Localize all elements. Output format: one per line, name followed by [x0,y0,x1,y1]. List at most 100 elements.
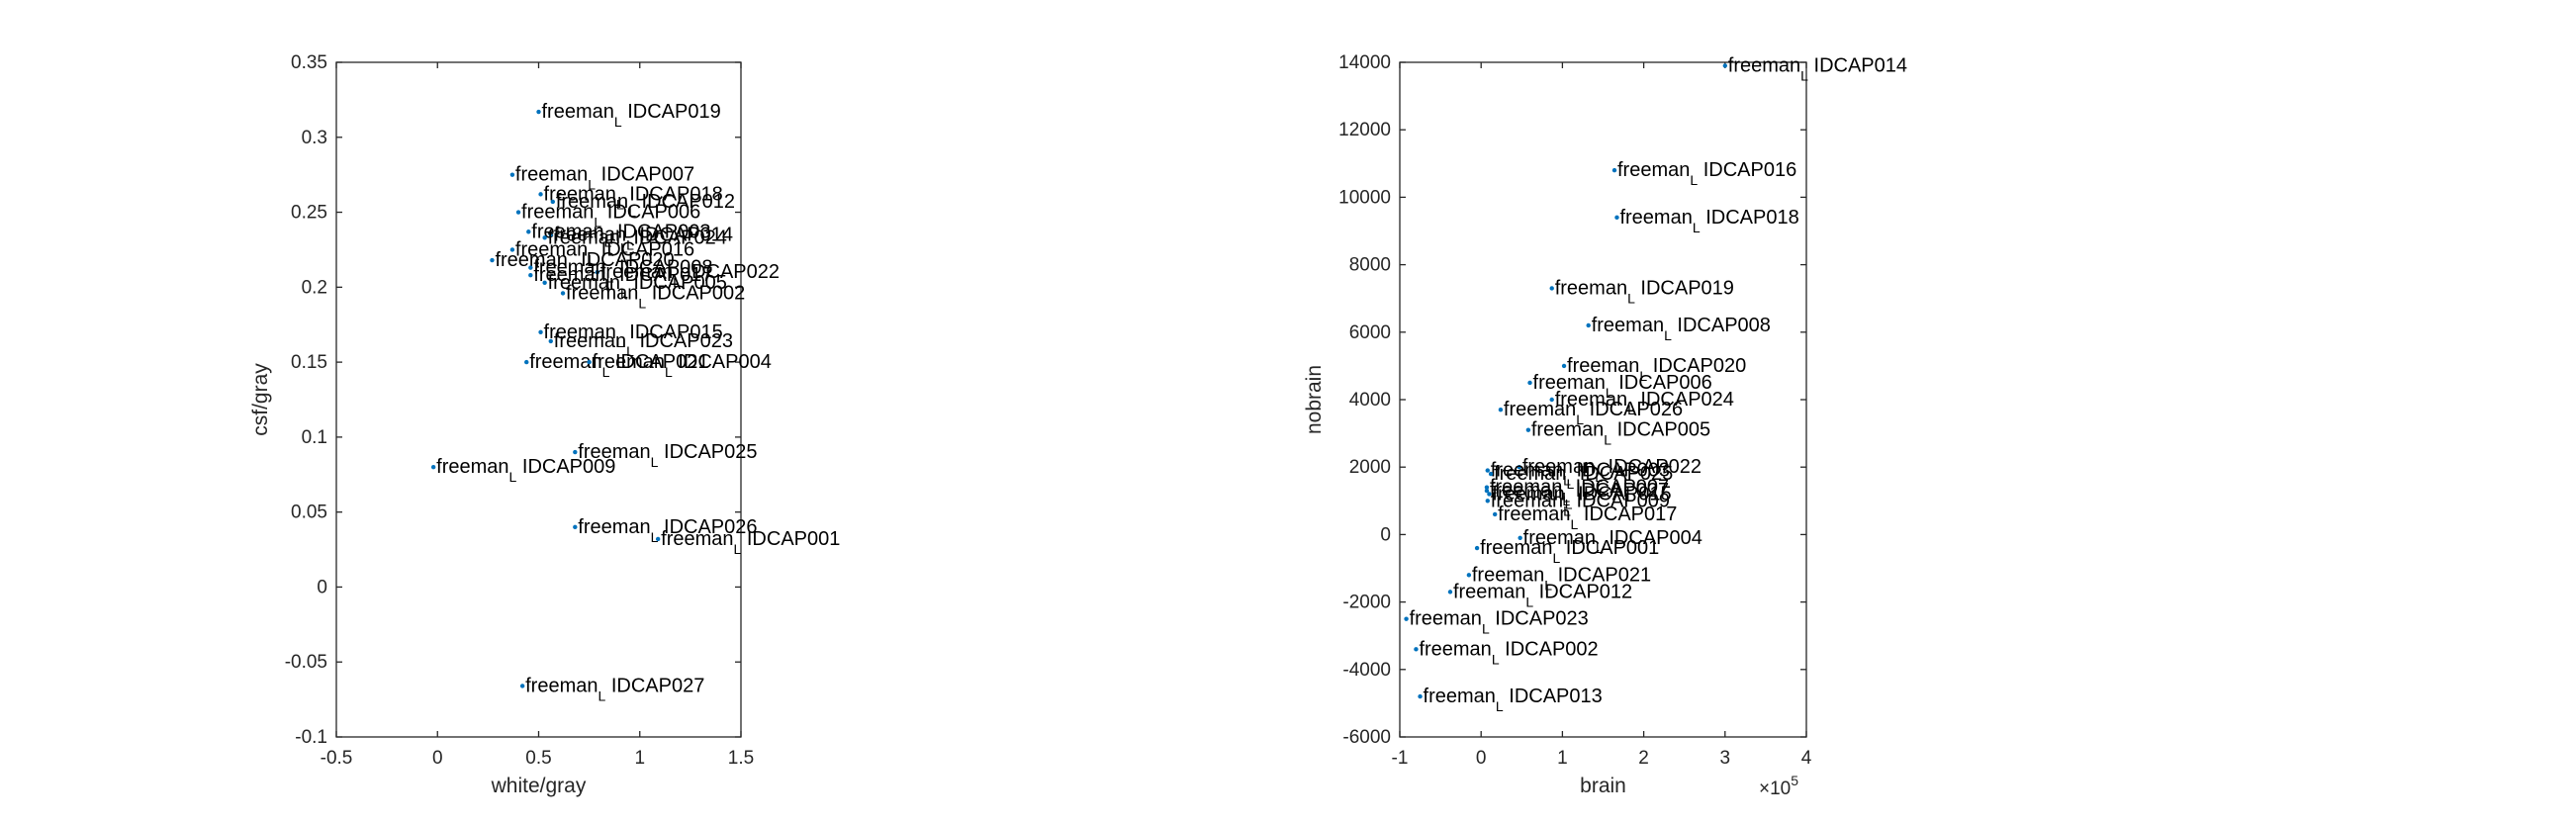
data-point [655,536,661,542]
data-point [548,338,553,344]
y-tick-label: 10000 [1338,187,1391,208]
point-label: freemanL IDCAP002 [566,282,745,311]
y-tick-label: 0 [1380,524,1391,545]
point-label: freemanL IDCAP018 [544,183,723,212]
point-label: freemanL IDCAP007 [1490,477,1669,505]
point-label: freemanL IDCAP023 [554,330,733,359]
point-label: freemanL IDCAP025 [1494,463,1673,492]
x-axis-label: brain [1580,775,1626,797]
data-point [1586,322,1591,328]
point-label: freemanL IDCAP013 [1424,686,1603,714]
data-point [573,449,578,455]
data-point [1561,363,1567,369]
point-label: freemanL IDCAP020 [1567,355,1746,384]
y-tick-label: 12000 [1338,120,1391,140]
x-tick-label: 0 [432,748,443,769]
x-tick-label: 3 [1720,748,1731,769]
point-label: freemanL IDCAP003 [1491,460,1670,489]
point-label: freemanL IDCAP004 [593,351,772,380]
x-tick-label: 2 [1638,748,1649,769]
data-point [542,235,547,240]
point-label: freemanL IDCAP001 [1480,537,1659,566]
point-label: freemanL IDCAP022 [600,261,780,290]
point-label: freemanL IDCAP014 [554,224,733,252]
point-label: freemanL IDCAP020 [495,249,674,278]
data-point [548,232,553,237]
data-point [1474,545,1480,551]
point-label: freemanL IDCAP018 [1619,207,1798,235]
y-tick-label: 0.1 [302,427,327,448]
point-label: freemanL IDCAP027 [1490,480,1669,508]
point-label: freemanL IDCAP009 [436,456,615,485]
data-point [1611,167,1617,173]
x-axis-exponent: ×105 [1759,773,1798,799]
point-label: freemanL IDCAP005 [548,272,727,301]
x-tick-label: 1 [1557,748,1568,769]
point-label: freemanL IDCAP001 [661,528,840,557]
data-point [1447,590,1453,595]
point-label: freemanL IDCAP023 [1410,608,1589,637]
point-label: freemanL IDCAP026 [1504,399,1683,427]
data-point [526,229,531,234]
data-point [1518,535,1522,541]
data-point [1527,380,1532,386]
point-label: freemanL IDCAP019 [542,101,721,130]
point-label: freemanL IDCAP016 [1617,159,1796,188]
y-tick-label: 0.05 [291,503,327,523]
point-label: freemanL IDCAP017 [1498,504,1677,532]
data-point [538,192,543,197]
data-point [1614,215,1619,221]
data-point [1484,488,1490,494]
point-label: freemanL IDCAP007 [515,164,694,193]
data-point [1517,465,1522,470]
data-point [519,684,525,688]
data-point [587,359,592,365]
point-label: freemanL IDCAP025 [578,441,757,470]
point-label: freemanL IDCAP019 [1555,277,1734,306]
point-label: freemanL IDCAP022 [1522,456,1702,485]
data-point [560,291,566,296]
y-tick-label: 4000 [1349,390,1391,411]
data-point [1485,468,1490,473]
data-point [1492,511,1498,517]
data-point [430,465,436,470]
x-tick-label: 1.5 [728,748,754,769]
x-tick-label: 4 [1801,748,1812,769]
point-label: freemanL IDCAP021 [529,351,708,380]
data-point [1466,573,1472,578]
data-point [550,199,556,205]
point-label: freemanL IDCAP024 [548,227,727,255]
x-axis-label: white/gray [491,775,587,797]
data-point [1549,286,1554,291]
point-label: freemanL IDCAP026 [578,516,757,545]
point-label: freemanL IDCAP006 [1533,372,1712,401]
data-point [542,280,547,285]
y-tick-label: 8000 [1349,255,1391,276]
data-point [1418,693,1423,699]
y-tick-label: 2000 [1349,457,1391,478]
y-axis-label: nobrain [1303,365,1326,434]
y-tick-label: -2000 [1342,593,1391,613]
point-label: freemanL IDCAP015 [544,321,723,350]
data-point [536,109,541,115]
point-label: freemanL IDCAP015 [1492,483,1671,511]
point-label: freemanL IDCAP012 [556,191,735,220]
y-tick-label: 0.3 [302,128,327,148]
point-label: freemanL IDCAP014 [1728,54,1907,83]
data-point [1414,647,1419,652]
point-label: freemanL IDCAP016 [515,238,694,267]
data-point [538,329,543,334]
data-point [1488,471,1494,477]
scatter-chart-white-gray-vs-csf-gray: -0.5 0 0.5 1 1.5 -0.1 -0.05 0 0.05 0.1 0.15 0.2 0.25… [249,52,840,797]
y-tick-label: -4000 [1342,660,1391,681]
point-label: freemanL IDCAP021 [1472,564,1651,593]
point-label: freemanL IDCAP008 [533,257,712,286]
data-point [573,524,578,530]
point-label: freemanL IDCAP027 [525,675,704,703]
y-tick-label: 0.15 [291,352,327,373]
point-label: freemanL IDCAP008 [1592,315,1771,343]
point-label: freemanL IDCAP004 [1523,527,1702,556]
data-point [1404,616,1409,621]
data-point [1485,499,1490,504]
data-point [490,257,495,263]
